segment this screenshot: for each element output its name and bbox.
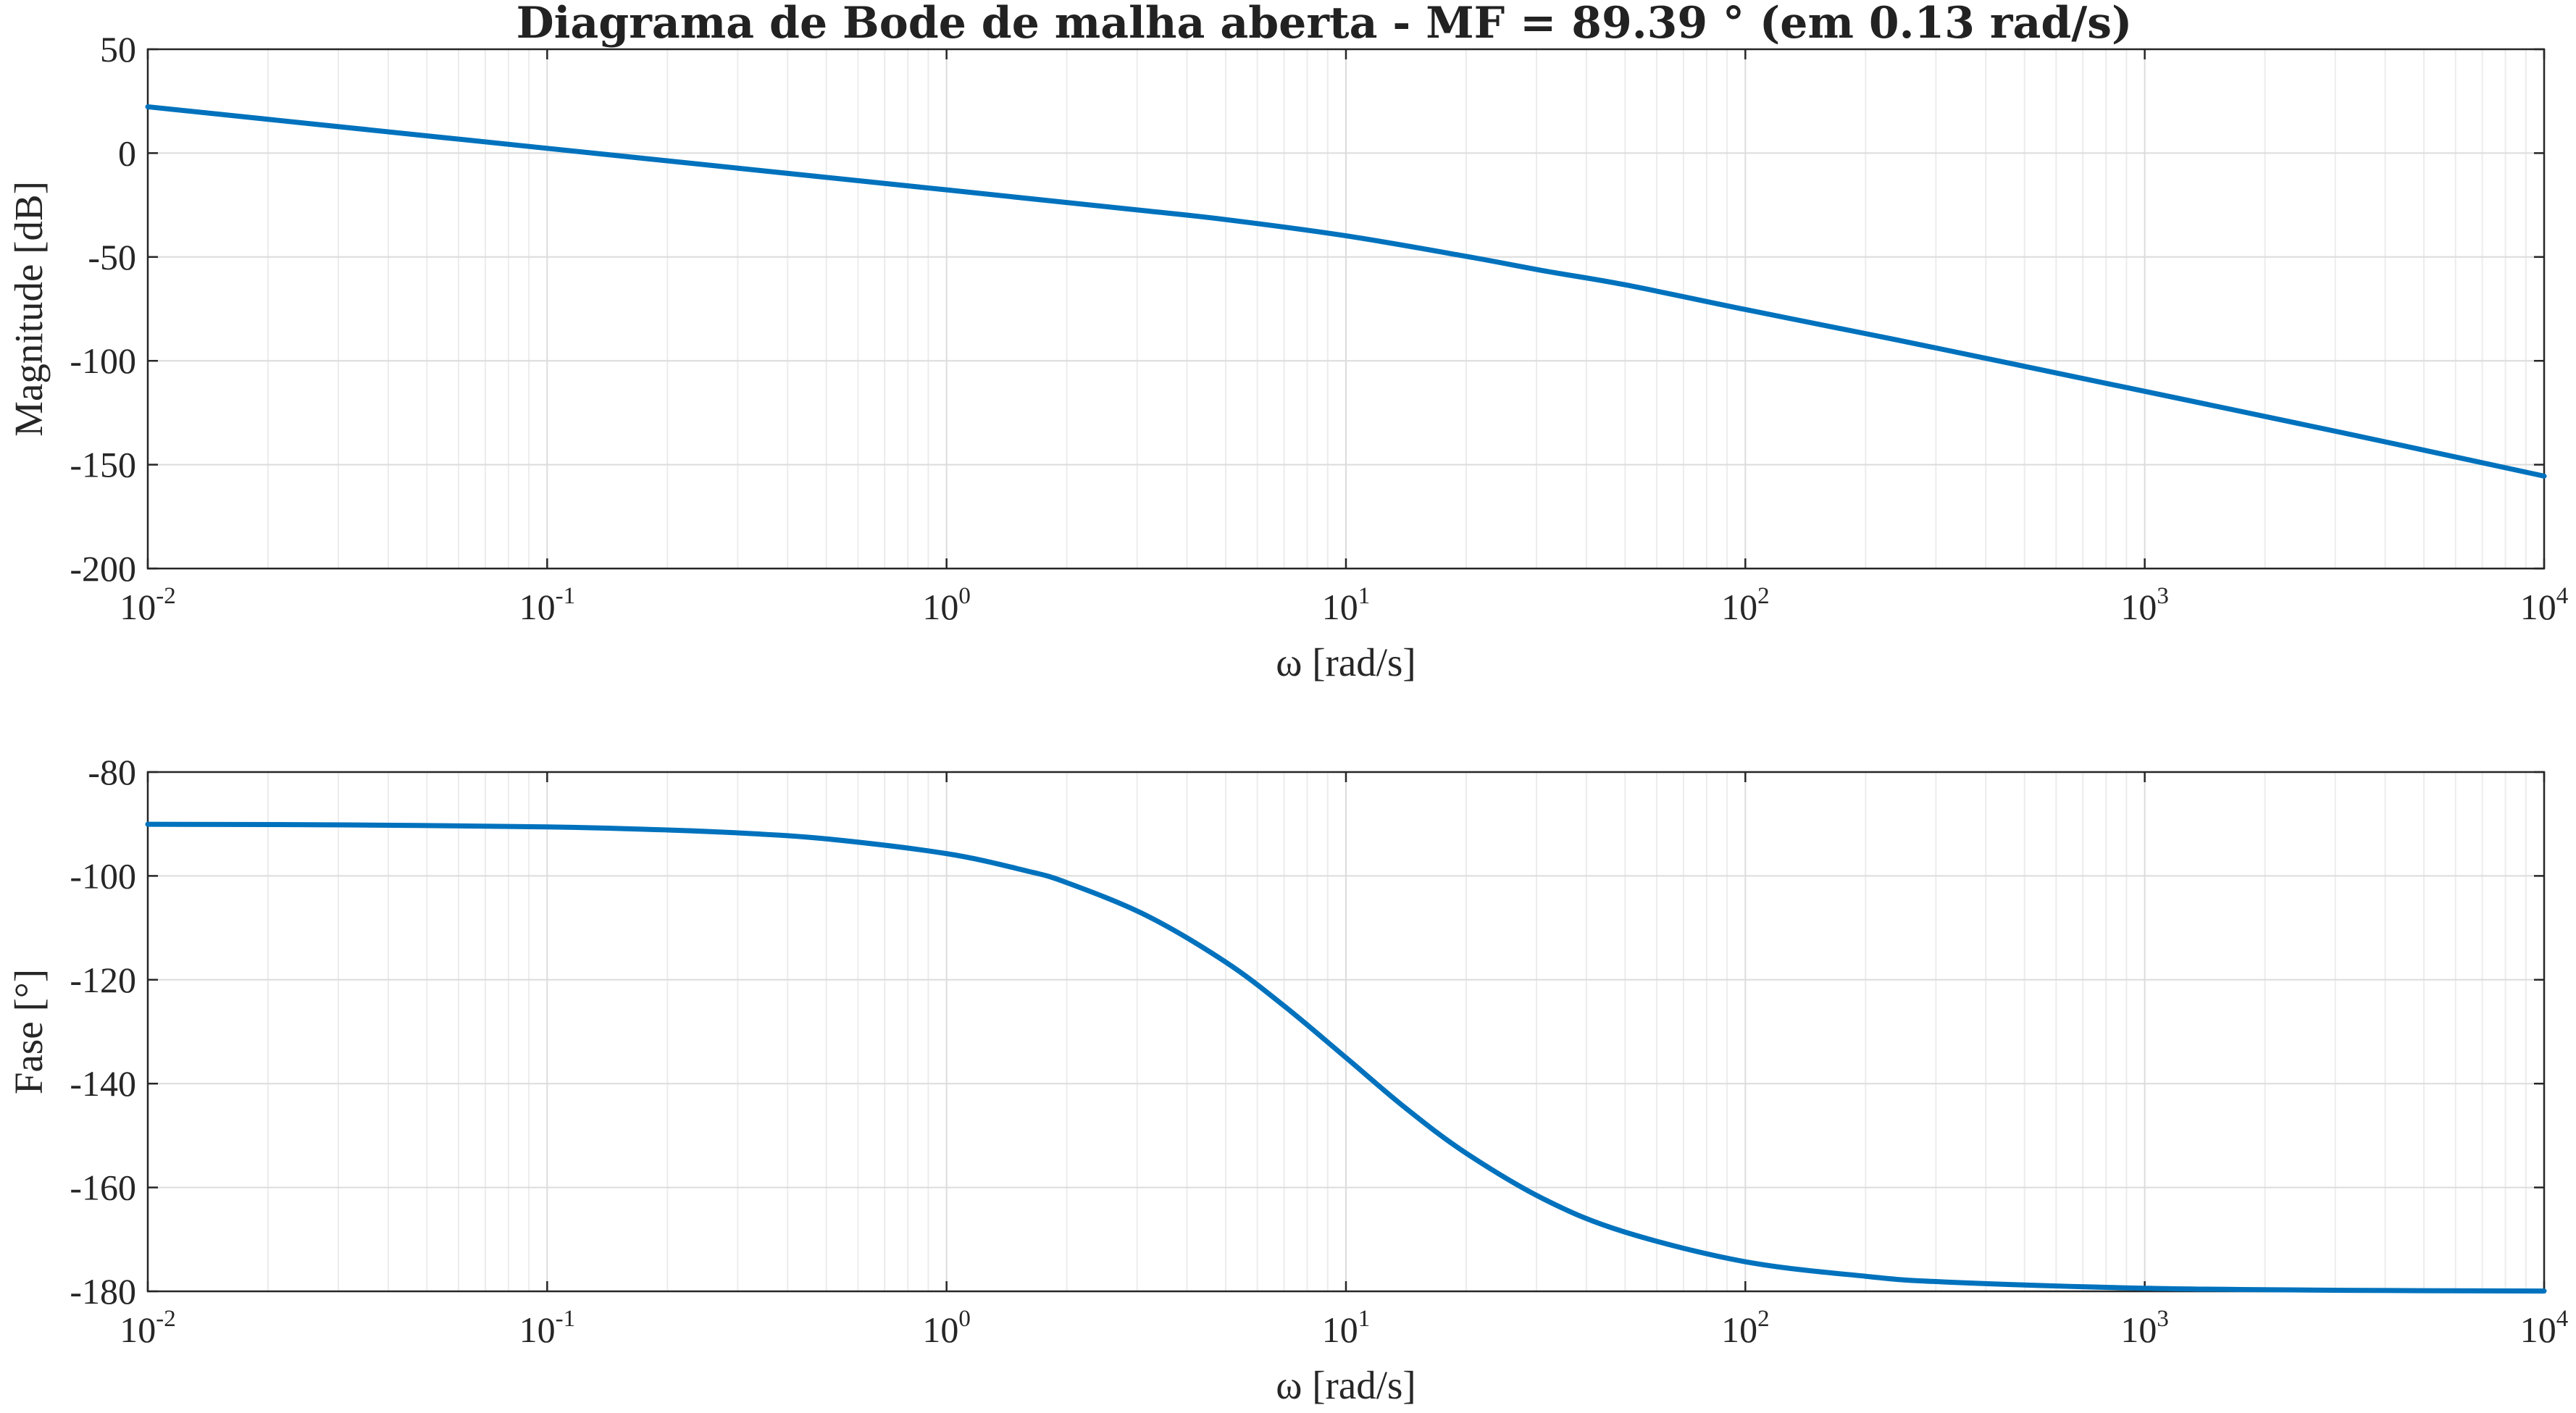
y-tick-label: 50 <box>100 29 136 70</box>
x-tick-label: 10-1 <box>519 1306 576 1350</box>
x-tick-exponent: 1 <box>1358 583 1371 609</box>
x-tick-base: 10 <box>1322 587 1358 627</box>
x-tick-exponent: 4 <box>2556 1306 2569 1332</box>
x-tick-exponent: 0 <box>958 583 971 609</box>
y-tick-label: -200 <box>70 548 136 589</box>
x-tick-label: 104 <box>2520 1306 2569 1350</box>
x-tick-label: 10-2 <box>120 1306 176 1350</box>
y-tick-label: -180 <box>70 1271 136 1312</box>
x-tick-base: 10 <box>120 587 156 627</box>
y-tick-label: -150 <box>70 445 136 485</box>
x-tick-base: 10 <box>2520 1309 2556 1350</box>
magnitude-y-ticks: 50 0 -50 -100 -150 -200 <box>70 29 2544 589</box>
phase-minor-grid <box>267 772 2527 1291</box>
x-tick-exponent: 3 <box>2157 583 2169 609</box>
magnitude-y-axis-label: Magnitude [dB] <box>7 181 51 437</box>
x-tick-label: 10-1 <box>519 583 576 627</box>
x-tick-exponent: 2 <box>1757 1306 1770 1332</box>
x-tick-base: 10 <box>120 1309 156 1350</box>
y-tick-label: -100 <box>70 855 136 896</box>
magnitude-series-line-0 <box>145 104 2547 479</box>
x-tick-exponent: -2 <box>156 1306 176 1332</box>
x-tick-base: 10 <box>2520 587 2556 627</box>
phase-x-ticks: 10-2 10-1 100 101 102 103 104 <box>120 772 2568 1350</box>
plots: 10-2 10-1 100 101 102 103 104500-50-100-150-20… <box>7 29 2568 1407</box>
x-tick-exponent: -1 <box>556 583 576 609</box>
y-tick-label: -140 <box>70 1063 136 1104</box>
y-tick-label: -160 <box>70 1167 136 1208</box>
x-tick-exponent: -2 <box>156 583 176 609</box>
phase-y-ticks: -80 -100 -120 -140 -160 -180 <box>70 752 2544 1312</box>
x-tick-base: 10 <box>922 587 958 627</box>
y-tick-label: -100 <box>70 340 136 381</box>
x-tick-base: 10 <box>1721 587 1757 627</box>
x-tick-exponent: 0 <box>958 1306 971 1332</box>
x-tick-label: 100 <box>922 1306 971 1350</box>
y-tick-label: -80 <box>88 752 136 792</box>
x-tick-label: 102 <box>1721 1306 1770 1350</box>
x-tick-label: 10-2 <box>120 583 176 627</box>
x-tick-label: 101 <box>1322 583 1371 627</box>
x-tick-label: 103 <box>2120 583 2169 627</box>
phase-x-axis-label: ω [rad/s] <box>1276 1363 1416 1407</box>
x-tick-exponent: 3 <box>2157 1306 2169 1332</box>
x-tick-label: 102 <box>1721 583 1770 627</box>
magnitude-plot: 10-2 10-1 100 101 102 103 104500-50-100-150-20… <box>7 29 2568 684</box>
x-tick-label: 103 <box>2120 1306 2169 1350</box>
x-tick-exponent: 4 <box>2556 583 2569 609</box>
x-tick-exponent: 2 <box>1757 583 1770 609</box>
x-tick-base: 10 <box>2120 1309 2157 1350</box>
magnitude-x-ticks: 10-2 10-1 100 101 102 103 104 <box>120 49 2568 627</box>
x-tick-exponent: 1 <box>1358 1306 1371 1332</box>
x-tick-base: 10 <box>1721 1309 1757 1350</box>
figure-title: Diagrama de Bode de malha aberta - MF = … <box>517 0 2133 49</box>
x-tick-exponent: -1 <box>556 1306 576 1332</box>
y-tick-label: 0 <box>118 133 136 173</box>
y-tick-label: -120 <box>70 960 136 1000</box>
magnitude-minor-grid <box>267 49 2527 569</box>
x-tick-base: 10 <box>519 587 556 627</box>
y-tick-label: -50 <box>88 237 136 277</box>
x-tick-base: 10 <box>2120 587 2157 627</box>
x-tick-base: 10 <box>922 1309 958 1350</box>
magnitude-x-axis-label: ω [rad/s] <box>1276 640 1416 684</box>
x-tick-base: 10 <box>519 1309 556 1350</box>
phase-plot: 10-2 10-1 100 101 102 103 104-80-100-120-140-1… <box>7 752 2568 1407</box>
x-tick-label: 100 <box>922 583 971 627</box>
phase-y-axis-label: Fase [°] <box>7 969 51 1094</box>
x-tick-label: 104 <box>2520 583 2569 627</box>
x-tick-label: 101 <box>1322 1306 1371 1350</box>
phase-series-line-0 <box>145 821 2547 1294</box>
x-tick-base: 10 <box>1322 1309 1358 1350</box>
